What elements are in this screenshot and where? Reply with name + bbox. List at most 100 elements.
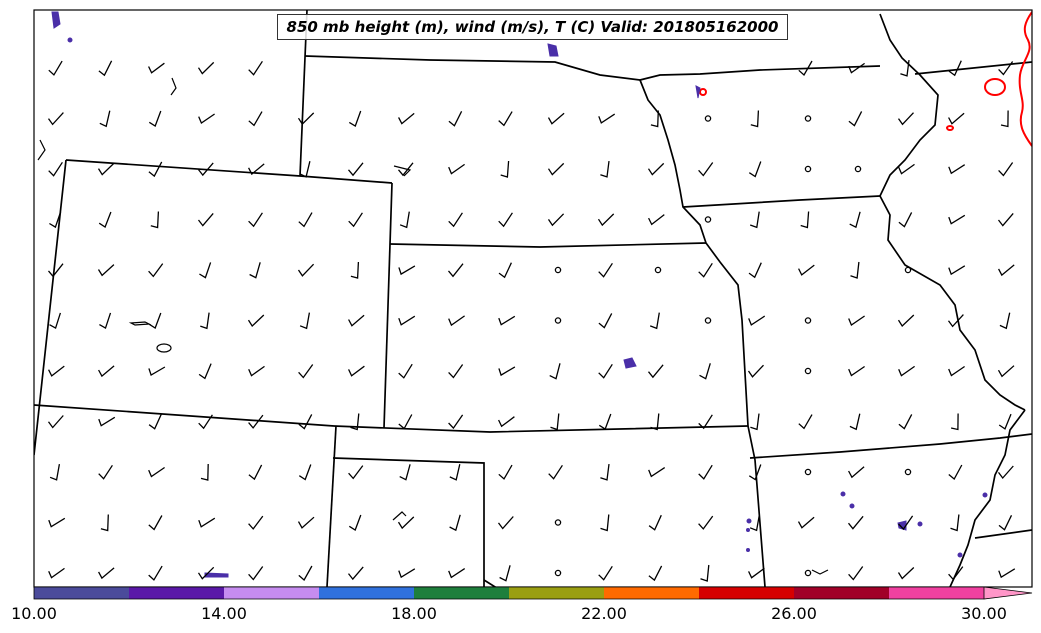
wind-barb [1000, 110, 1009, 128]
wind-barb [848, 365, 865, 377]
calm-wind-circle [704, 216, 712, 223]
calm-wind-circle [704, 115, 712, 122]
wind-barb [947, 314, 964, 328]
wind-barb [848, 315, 865, 326]
colorbar-tick-label: 30.00 [961, 604, 1007, 623]
wind-barb [148, 161, 163, 178]
wind-barb [948, 214, 966, 225]
wind-barb [449, 464, 461, 481]
wind-barb [150, 211, 160, 229]
wind-barb [398, 363, 413, 379]
map-title-box: 850 mb height (m), wind (m/s), T (C) Val… [277, 14, 788, 40]
wind-barb [700, 564, 710, 582]
wind-barb [248, 515, 264, 530]
wind-barb [48, 161, 63, 177]
colorbar-segment [794, 587, 890, 599]
wind-barb [547, 112, 565, 125]
wind-barb [998, 162, 1014, 177]
wind-barb [299, 312, 311, 330]
wind-barb [948, 566, 964, 581]
map-layer [34, 10, 1032, 632]
wind-barb [600, 464, 610, 481]
wind-barb [298, 212, 313, 228]
wind-barb [449, 514, 461, 532]
wind-barb [197, 61, 215, 75]
wind-barb [798, 264, 815, 276]
wind-barb [248, 111, 263, 127]
wind-barb [47, 112, 64, 126]
wind-barb [348, 514, 362, 531]
wind-barb [248, 163, 265, 176]
wind-barb [950, 514, 960, 532]
wind-barb [797, 516, 815, 529]
colorbar-tick-label: 14.00 [201, 604, 247, 623]
wind-barb [798, 414, 813, 430]
wind-barb [200, 312, 210, 330]
colorbar-segment [699, 587, 795, 599]
wind-barb [749, 211, 760, 229]
wind-barb [998, 413, 1012, 430]
wind-barb [649, 312, 660, 330]
colorbar-tick-label: 26.00 [771, 604, 817, 623]
wind-barb [997, 212, 1014, 227]
colorbar-segment [129, 587, 225, 599]
wind-barb [448, 163, 465, 175]
wind-barb [148, 263, 164, 278]
wind-barb [249, 262, 261, 279]
wind-barb [398, 414, 413, 430]
wind-barb [148, 565, 163, 581]
wind-barb [298, 464, 312, 481]
colorbar-tick-label: 18.00 [391, 604, 437, 623]
wind-barb [848, 62, 865, 74]
wind-barb [898, 163, 915, 175]
wind-barb [848, 566, 864, 581]
calm-wind-circle [305, 621, 310, 626]
wind-barb [98, 567, 115, 580]
wind-barb [299, 161, 311, 178]
wind-barb [900, 616, 910, 632]
wind-barb [750, 413, 760, 431]
wind-barb [448, 568, 466, 579]
wind-barb [399, 464, 411, 481]
wind-barb [197, 162, 214, 177]
colorbar-tick-label: 10.00 [11, 604, 57, 623]
colorbar-segment [889, 587, 985, 599]
wind-barb [348, 110, 362, 127]
wind-barb [297, 112, 315, 126]
wind-barb [849, 413, 861, 431]
lakes [37, 77, 829, 575]
wind-barb [750, 110, 760, 128]
wind-barb [448, 315, 465, 327]
wind-barb [98, 211, 112, 228]
wind-barb [148, 515, 163, 531]
calm-wind-circle [704, 317, 712, 324]
colorbar-segment [224, 587, 320, 599]
wind-barb [298, 364, 314, 379]
calm-wind-circle [804, 317, 812, 324]
calm-wind-circle [554, 266, 562, 274]
wind-barb [847, 515, 864, 530]
wind-barb [998, 568, 1016, 579]
wind-barb [948, 164, 966, 175]
wind-barb [398, 162, 414, 177]
wind-barb [347, 566, 364, 581]
wind-barb [198, 363, 212, 380]
calm-wind-circle [654, 266, 662, 274]
wind-barb [798, 60, 813, 77]
wind-barb [448, 263, 464, 278]
wind-barb [898, 515, 914, 531]
wind-barb [500, 616, 511, 631]
wind-barb [198, 113, 215, 124]
wind-barb [547, 213, 565, 227]
wind-barb [851, 616, 859, 632]
wind-barb [498, 464, 513, 480]
wind-barb [99, 110, 111, 128]
wind-barb [448, 111, 463, 127]
wind-barb [898, 212, 913, 228]
colorbar-border [33, 586, 984, 600]
colorbar-segment [604, 587, 700, 599]
calm-wind-circle [554, 317, 562, 324]
wind-barb [498, 366, 516, 377]
wind-barb [200, 463, 209, 481]
wind-barb [598, 113, 616, 124]
